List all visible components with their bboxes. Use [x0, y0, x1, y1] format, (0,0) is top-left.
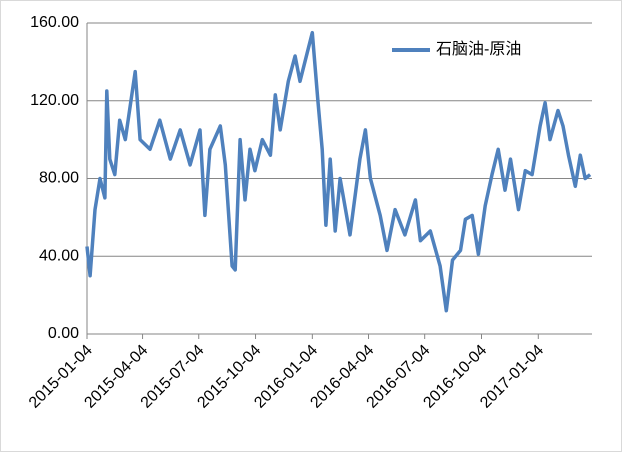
y-tick-label: 0.00: [48, 325, 79, 342]
legend-label: 石脑油-原油: [436, 40, 521, 58]
y-tick-label: 80.00: [39, 170, 79, 187]
y-tick-label: 160.00: [30, 14, 79, 31]
series-line: [85, 30, 592, 313]
y-tick-label: 120.00: [30, 92, 79, 109]
y-tick-label: 40.00: [39, 247, 79, 264]
